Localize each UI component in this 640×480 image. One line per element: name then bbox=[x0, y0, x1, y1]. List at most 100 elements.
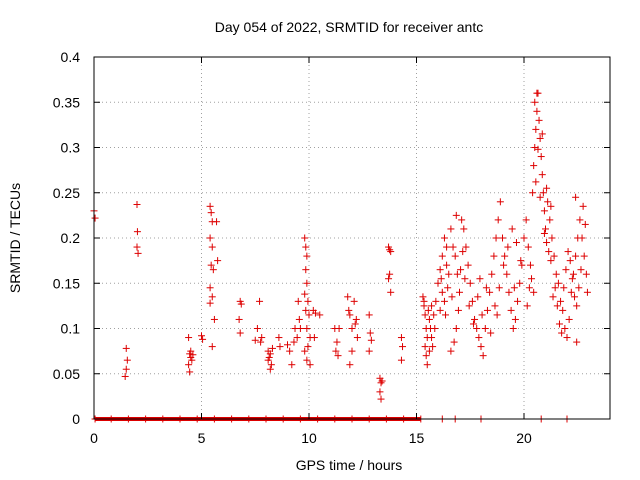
data-point bbox=[549, 293, 557, 301]
data-point bbox=[452, 325, 460, 332]
data-point bbox=[526, 261, 534, 269]
data-point bbox=[187, 347, 195, 355]
data-point bbox=[209, 266, 217, 274]
data-point bbox=[275, 334, 283, 342]
data-point bbox=[452, 211, 460, 219]
data-point bbox=[475, 334, 483, 342]
data-point bbox=[534, 145, 542, 153]
data-point bbox=[572, 193, 580, 201]
data-point bbox=[429, 343, 437, 351]
data-point bbox=[483, 306, 491, 314]
data-point bbox=[198, 332, 205, 340]
data-point bbox=[580, 252, 588, 260]
data-point bbox=[423, 361, 431, 369]
data-point bbox=[189, 351, 197, 359]
data-point bbox=[424, 306, 432, 314]
data-point bbox=[237, 300, 245, 308]
data-point bbox=[434, 279, 442, 287]
data-point bbox=[286, 347, 294, 355]
data-point bbox=[436, 306, 444, 314]
data-point bbox=[445, 270, 453, 278]
data-point bbox=[544, 198, 552, 206]
data-point bbox=[533, 107, 541, 115]
data-point bbox=[459, 248, 467, 256]
x-tick-label-1: 5 bbox=[198, 430, 206, 446]
data-point bbox=[456, 288, 463, 296]
data-point bbox=[477, 343, 485, 351]
data-point bbox=[554, 279, 562, 287]
data-point bbox=[468, 297, 476, 305]
data-point bbox=[528, 275, 536, 283]
data-point bbox=[438, 288, 446, 296]
data-point bbox=[540, 229, 548, 237]
data-point bbox=[208, 243, 216, 251]
y-tick-label-6: 0.3 bbox=[61, 140, 81, 156]
data-point bbox=[510, 284, 518, 292]
data-point bbox=[377, 379, 385, 387]
data-point bbox=[555, 320, 563, 328]
data-point bbox=[310, 334, 318, 342]
data-point bbox=[564, 248, 572, 256]
data-point bbox=[525, 284, 533, 292]
data-point bbox=[552, 270, 560, 278]
data-point bbox=[210, 315, 218, 323]
data-point bbox=[303, 356, 311, 364]
data-point bbox=[440, 234, 448, 242]
data-point bbox=[207, 261, 215, 269]
data-point bbox=[553, 302, 561, 310]
data-point bbox=[432, 297, 440, 305]
data-point bbox=[306, 361, 314, 369]
data-point bbox=[573, 302, 581, 310]
data-point bbox=[568, 275, 576, 283]
data-point bbox=[559, 306, 567, 314]
data-point bbox=[122, 365, 130, 373]
data-point bbox=[348, 347, 356, 355]
data-point bbox=[518, 261, 526, 269]
data-point bbox=[545, 248, 553, 256]
data-point bbox=[476, 275, 484, 283]
data-point bbox=[378, 377, 386, 385]
data-point bbox=[496, 198, 504, 206]
data-point bbox=[316, 311, 324, 319]
data-point bbox=[185, 361, 193, 369]
data-point bbox=[294, 297, 302, 305]
data-point bbox=[207, 209, 215, 217]
data-point bbox=[428, 334, 436, 342]
data-point bbox=[133, 243, 141, 251]
data-point bbox=[206, 202, 214, 210]
data-point bbox=[303, 279, 311, 287]
data-point bbox=[448, 293, 456, 301]
x-tick-label-3: 15 bbox=[409, 430, 425, 446]
data-point bbox=[453, 270, 461, 278]
y-tick-label-2: 0.1 bbox=[61, 321, 81, 337]
data-point bbox=[284, 341, 291, 349]
data-point bbox=[500, 261, 508, 269]
data-point bbox=[460, 225, 468, 233]
data-point bbox=[517, 257, 525, 265]
data-point bbox=[258, 334, 266, 342]
data-point bbox=[206, 234, 214, 242]
data-point bbox=[267, 361, 275, 369]
data-point bbox=[301, 234, 309, 242]
data-point bbox=[520, 234, 528, 242]
x-axis-ticks: 0 5 10 15 20 bbox=[90, 57, 532, 446]
data-point bbox=[266, 350, 274, 358]
data-point bbox=[293, 334, 301, 342]
data-point bbox=[397, 334, 405, 342]
data-point bbox=[540, 207, 548, 215]
data-point bbox=[449, 243, 457, 251]
data-point bbox=[466, 279, 474, 287]
data-point bbox=[523, 302, 531, 310]
data-point bbox=[548, 234, 556, 242]
data-point bbox=[345, 306, 353, 314]
data-point bbox=[351, 320, 359, 328]
data-point bbox=[431, 325, 439, 332]
data-point bbox=[503, 270, 511, 278]
data-point bbox=[539, 189, 547, 197]
data-point bbox=[133, 201, 141, 209]
data-point bbox=[122, 344, 130, 352]
data-point bbox=[385, 275, 393, 283]
data-point bbox=[437, 275, 445, 283]
data-point bbox=[511, 315, 519, 323]
data-point bbox=[461, 275, 469, 283]
